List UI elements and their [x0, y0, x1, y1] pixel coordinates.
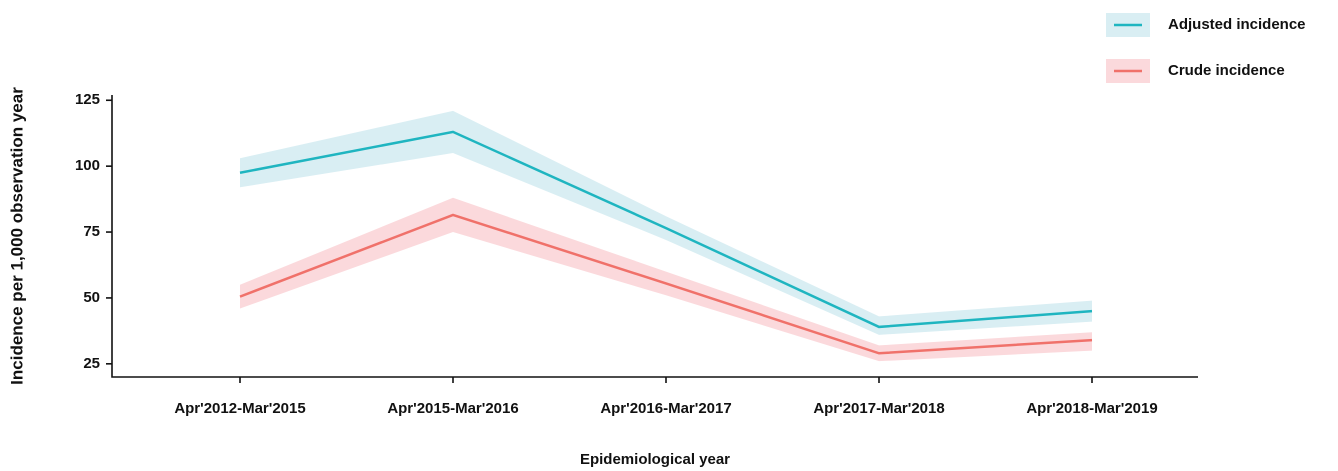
- line: [239, 130, 1093, 329]
- legend-label: Crude incidence: [1168, 62, 1285, 79]
- y-tick-label: 100: [75, 157, 100, 174]
- x-tick-label: Apr'2018-Mar'2019: [1026, 400, 1157, 417]
- y-tick-label: 125: [75, 91, 100, 108]
- x-tick-label: Apr'2012-Mar'2015: [174, 400, 305, 417]
- x-tick-label: Apr'2016-Mar'2017: [600, 400, 731, 417]
- axis-line: [111, 95, 1198, 378]
- x-tick-label: Apr'2015-Mar'2016: [387, 400, 518, 417]
- y-tick-label: 50: [83, 289, 100, 306]
- line: [239, 213, 1093, 355]
- x-tick-label: Apr'2017-Mar'2018: [813, 400, 944, 417]
- confidence-band: [240, 197, 1092, 362]
- y-tick-label: 75: [83, 223, 100, 240]
- confidence-band: [240, 110, 1092, 335]
- x-axis-title: Epidemiological year: [580, 451, 730, 468]
- y-tick-label: 25: [83, 355, 100, 372]
- y-axis-title: Incidence per 1,000 observation year: [7, 87, 26, 385]
- legend-label: Adjusted incidence: [1168, 16, 1306, 33]
